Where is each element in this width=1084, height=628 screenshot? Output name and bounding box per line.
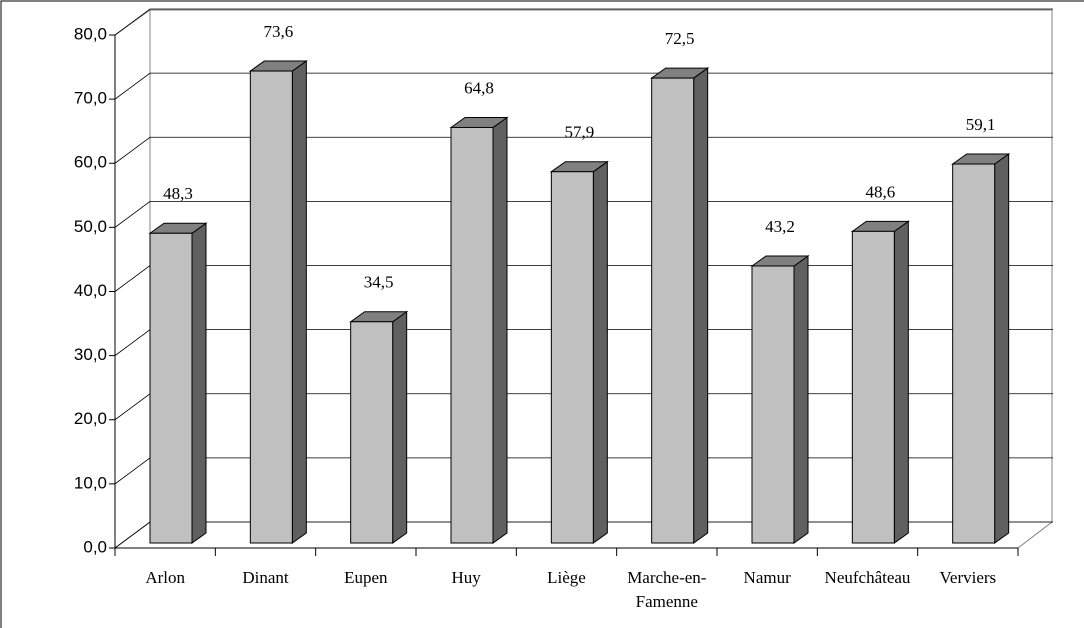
value-label: 43,2 xyxy=(765,217,795,236)
x-tick-label: Huy xyxy=(451,568,481,587)
y-tick-label: 50,0 xyxy=(74,217,107,236)
bar xyxy=(149,232,193,544)
bar xyxy=(350,321,394,544)
bar xyxy=(851,230,895,544)
bar xyxy=(952,163,996,544)
x-tick-label: Arlon xyxy=(145,568,185,587)
bar-side xyxy=(392,310,408,544)
bar-side xyxy=(592,160,608,544)
grid-line xyxy=(114,136,1053,164)
bar-side xyxy=(291,60,307,544)
value-label: 73,6 xyxy=(263,22,293,41)
y-tick-label: 20,0 xyxy=(74,409,107,428)
y-tick-label: 10,0 xyxy=(74,473,107,492)
x-tick-label: Neufchâteau xyxy=(824,568,911,587)
bar xyxy=(751,265,795,544)
value-label: 48,3 xyxy=(163,184,193,203)
side-wall xyxy=(114,9,151,549)
bar xyxy=(550,171,594,544)
grid-line xyxy=(114,200,1053,228)
value-label: 57,9 xyxy=(564,123,594,142)
value-label: 34,5 xyxy=(364,273,394,292)
bar-side xyxy=(693,67,709,544)
bar-side xyxy=(492,116,508,544)
bar-side xyxy=(191,222,207,544)
bar xyxy=(651,77,695,544)
y-tick-label: 40,0 xyxy=(74,281,107,300)
y-tick-label: 70,0 xyxy=(74,89,107,108)
y-tick-label: 80,0 xyxy=(74,24,107,43)
bar-side xyxy=(994,153,1010,544)
bar xyxy=(450,126,494,544)
x-tick-label: Marche-en-Famenne xyxy=(627,568,707,611)
bar-side xyxy=(793,255,809,544)
value-label: 72,5 xyxy=(665,29,695,48)
x-tick-label: Dinant xyxy=(242,568,289,587)
y-tick-label: 60,0 xyxy=(74,153,107,172)
grid-line xyxy=(114,72,1053,100)
bar xyxy=(249,70,293,544)
x-tick-label: Eupen xyxy=(344,568,388,587)
grid-line xyxy=(114,8,1053,36)
x-tick-label: Liège xyxy=(547,568,586,587)
x-tick-label: Namur xyxy=(743,568,791,587)
x-tick-label: Verviers xyxy=(939,568,997,587)
value-label: 59,1 xyxy=(966,115,996,134)
value-label: 48,6 xyxy=(865,182,895,201)
bar-side xyxy=(893,220,909,544)
y-tick-label: 0,0 xyxy=(83,537,107,556)
y-tick-label: 30,0 xyxy=(74,345,107,364)
value-label: 64,8 xyxy=(464,78,494,97)
